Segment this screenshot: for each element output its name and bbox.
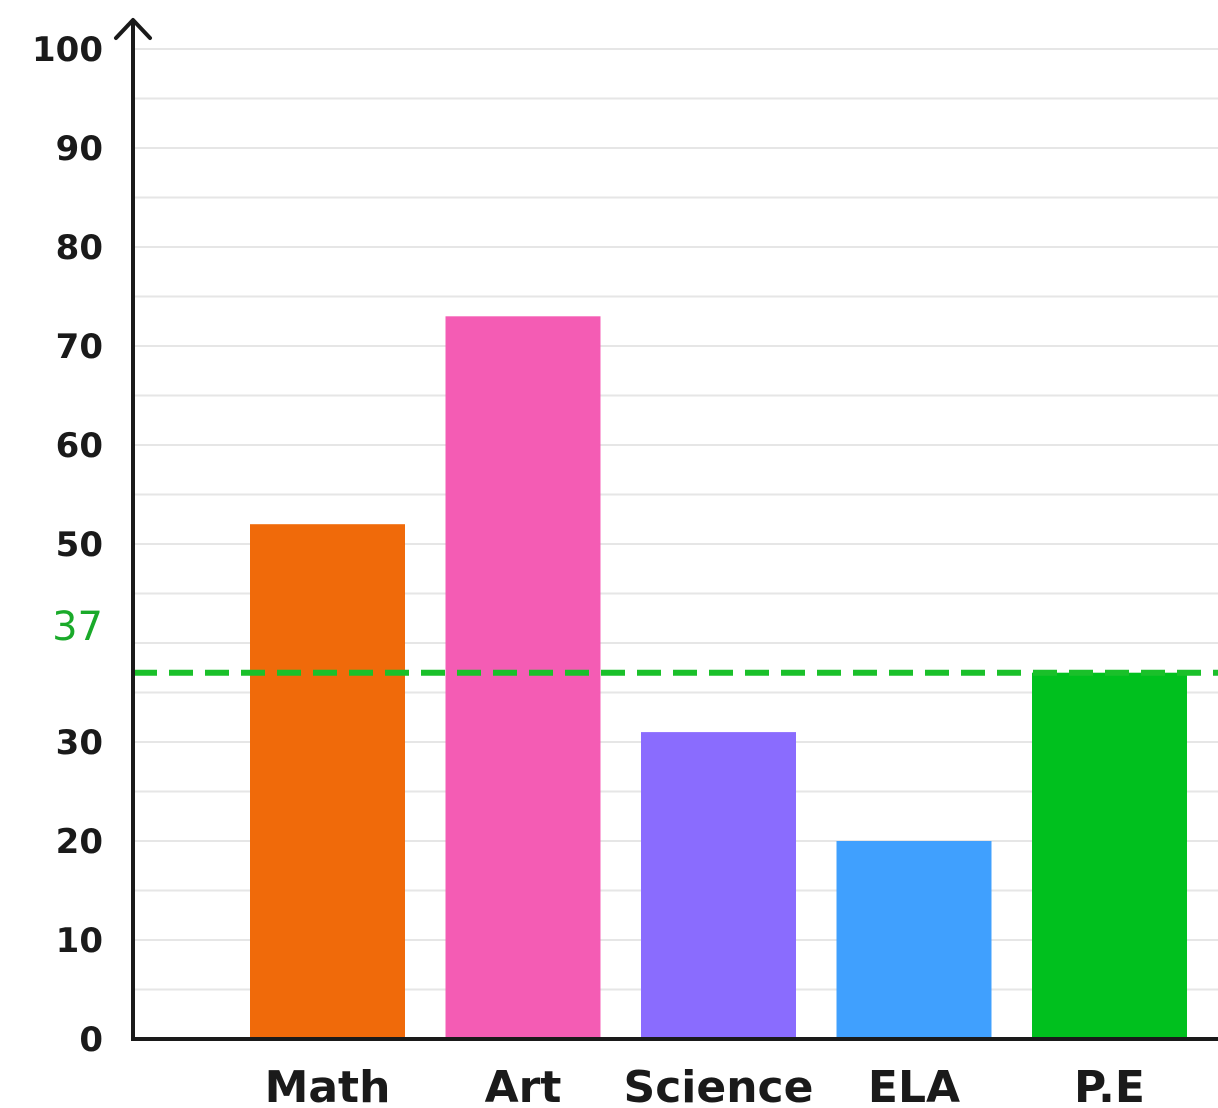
y-tick-label: 90	[56, 129, 103, 169]
bar-art	[445, 316, 601, 1039]
y-tick-label: 0	[79, 1020, 103, 1060]
x-tick-label: Art	[485, 1062, 562, 1108]
y-tick-label: 10	[56, 921, 103, 961]
y-tick-label: 60	[56, 426, 103, 466]
y-tick-label: 80	[56, 228, 103, 268]
x-tick-labels: Math Art Science ELA P.E	[265, 1062, 1145, 1108]
axes	[114, 18, 1218, 1041]
y-tick-label: 70	[56, 327, 103, 367]
y-tick-label: 100	[32, 30, 103, 70]
x-tick-label: ELA	[868, 1062, 960, 1108]
x-tick-label: Science	[624, 1062, 814, 1108]
y-tick-label: 20	[56, 822, 103, 862]
reference-line-group: 37	[52, 604, 1218, 676]
bar-science	[641, 732, 796, 1039]
reference-line-label: 37	[52, 604, 103, 650]
y-tick-labels: 0 10 20 30 50 60 70 80 90 100	[32, 30, 103, 1060]
bars	[250, 316, 1187, 1039]
y-axis-arrow-icon	[114, 18, 152, 40]
bar-p-e	[1032, 672, 1187, 1039]
bar-math	[250, 524, 405, 1039]
x-tick-label: Math	[265, 1062, 391, 1108]
bar-ela	[836, 841, 992, 1039]
x-tick-label: P.E	[1074, 1062, 1145, 1108]
y-tick-label: 50	[56, 525, 103, 565]
y-tick-label: 30	[56, 723, 103, 763]
